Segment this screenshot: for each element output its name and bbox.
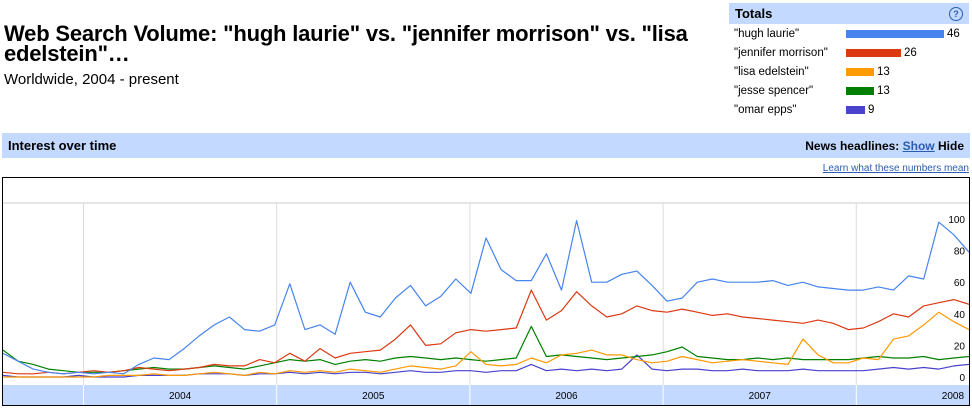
- totals-row: "jennifer morrison" 26: [729, 43, 969, 62]
- series-line: [3, 311, 969, 378]
- x-tick-label: 2006: [555, 391, 578, 402]
- chart-container: 2004 2005 2006 2007 2008 0 20 40 60 80 100: [2, 177, 970, 406]
- x-tick-label: 2005: [362, 391, 385, 402]
- totals-value: 46: [947, 27, 960, 40]
- y-tick-label: 60: [954, 278, 966, 289]
- totals-label: "jesse spencer": [734, 84, 814, 97]
- help-icon[interactable]: ?: [949, 6, 963, 21]
- totals-row: "omar epps" 9: [729, 100, 969, 119]
- news-hide-label: Hide: [937, 138, 964, 153]
- totals-value: 13: [877, 84, 890, 97]
- page-subtitle: Worldwide, 2004 - present: [4, 71, 179, 88]
- totals-value: 13: [877, 65, 890, 78]
- series-line: [3, 289, 969, 375]
- interest-header: Interest over time News headlines: Show …: [2, 133, 970, 158]
- totals-row: "hugh laurie" 46: [729, 24, 969, 43]
- totals-bar: [846, 67, 874, 76]
- totals-label: "hugh laurie": [734, 27, 800, 40]
- news-show-link[interactable]: Show: [902, 138, 935, 153]
- totals-label: "jennifer morrison": [734, 46, 828, 59]
- series-line: [3, 325, 969, 373]
- x-tick-label: 2004: [169, 391, 192, 402]
- news-label: News headlines:: [805, 138, 900, 153]
- interest-title: Interest over time: [8, 138, 117, 153]
- y-tick-label: 20: [954, 341, 966, 352]
- x-tick-label: 2008: [942, 391, 965, 402]
- x-tick-label: 2007: [749, 391, 772, 402]
- series-line: [3, 219, 969, 375]
- y-tick-label: 80: [954, 247, 966, 258]
- totals-bar: [846, 48, 901, 57]
- totals-row: "lisa edelstein" 13: [729, 62, 969, 81]
- totals-label: "omar epps": [734, 103, 797, 116]
- interest-chart: 2004 2005 2006 2007 2008 0 20 40 60 80 100: [3, 202, 969, 405]
- x-axis-band: [3, 385, 969, 405]
- y-tick-label: 0: [959, 373, 965, 384]
- totals-list: "hugh laurie" 46 "jennifer morrison" 26 "lis…: [729, 24, 969, 119]
- learn-more-link[interactable]: Learn what these numbers mean: [822, 163, 969, 174]
- totals-bar: [846, 105, 865, 114]
- y-tick-label: 40: [954, 310, 966, 321]
- totals-panel: Totals ? "hugh laurie" 46 "jennifer morris…: [729, 3, 969, 119]
- totals-value: 26: [904, 46, 917, 59]
- totals-label: "lisa edelstein": [734, 65, 809, 78]
- totals-value: 9: [868, 103, 875, 116]
- totals-row: "jesse spencer" 13: [729, 81, 969, 100]
- y-tick-label: 100: [948, 215, 965, 226]
- totals-bar: [846, 86, 874, 95]
- news-headlines: News headlines: Show Hide: [805, 139, 970, 153]
- totals-bar: [846, 29, 944, 38]
- page-title: Web Search Volume: "hugh laurie" vs. "je…: [4, 21, 688, 66]
- totals-header: Totals ?: [729, 3, 969, 24]
- totals-heading: Totals: [735, 6, 773, 21]
